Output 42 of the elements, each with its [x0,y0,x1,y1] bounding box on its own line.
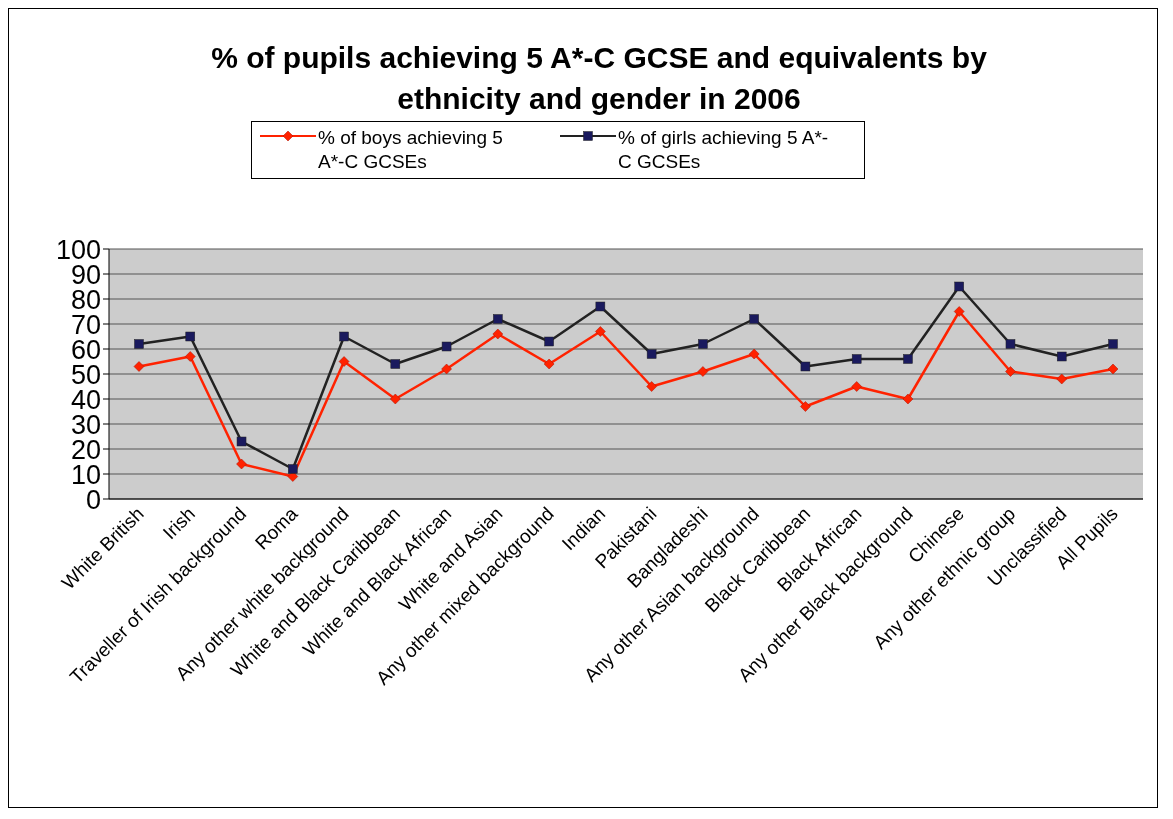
point [1005,339,1016,349]
point [903,354,913,364]
point [646,349,657,359]
point [748,348,760,360]
point [800,361,811,372]
point [851,381,862,392]
point [800,401,811,412]
point [390,359,401,369]
point [288,464,298,474]
point [544,336,554,347]
legend-label: % of boys achieving 5 A*-C GCSEs [318,126,504,174]
point [749,314,759,324]
point [543,358,555,370]
point [441,363,452,375]
point [493,314,503,324]
point [390,393,401,405]
point [1107,363,1119,375]
point [851,354,862,364]
point [697,366,709,377]
point [953,306,965,317]
point [133,361,145,372]
point [646,381,657,392]
point [1005,366,1016,377]
point [698,339,708,349]
point [134,339,144,349]
point [1108,339,1118,349]
point [339,331,349,342]
point [1056,373,1067,385]
point [902,393,914,405]
point [441,341,452,352]
point [338,356,350,367]
legend-label: % of girls achieving 5 A*-C GCSEs [618,126,830,174]
point [595,326,606,337]
chart-title: % of pupils achieving 5 A*-C GCSE and equivalents by ethnicity and gender in 2006 [210,40,988,117]
point [954,281,964,292]
point [236,458,247,470]
point [185,351,196,362]
point [185,331,196,342]
point [595,301,606,312]
point [1056,351,1067,362]
point [236,436,247,447]
point [492,328,504,340]
